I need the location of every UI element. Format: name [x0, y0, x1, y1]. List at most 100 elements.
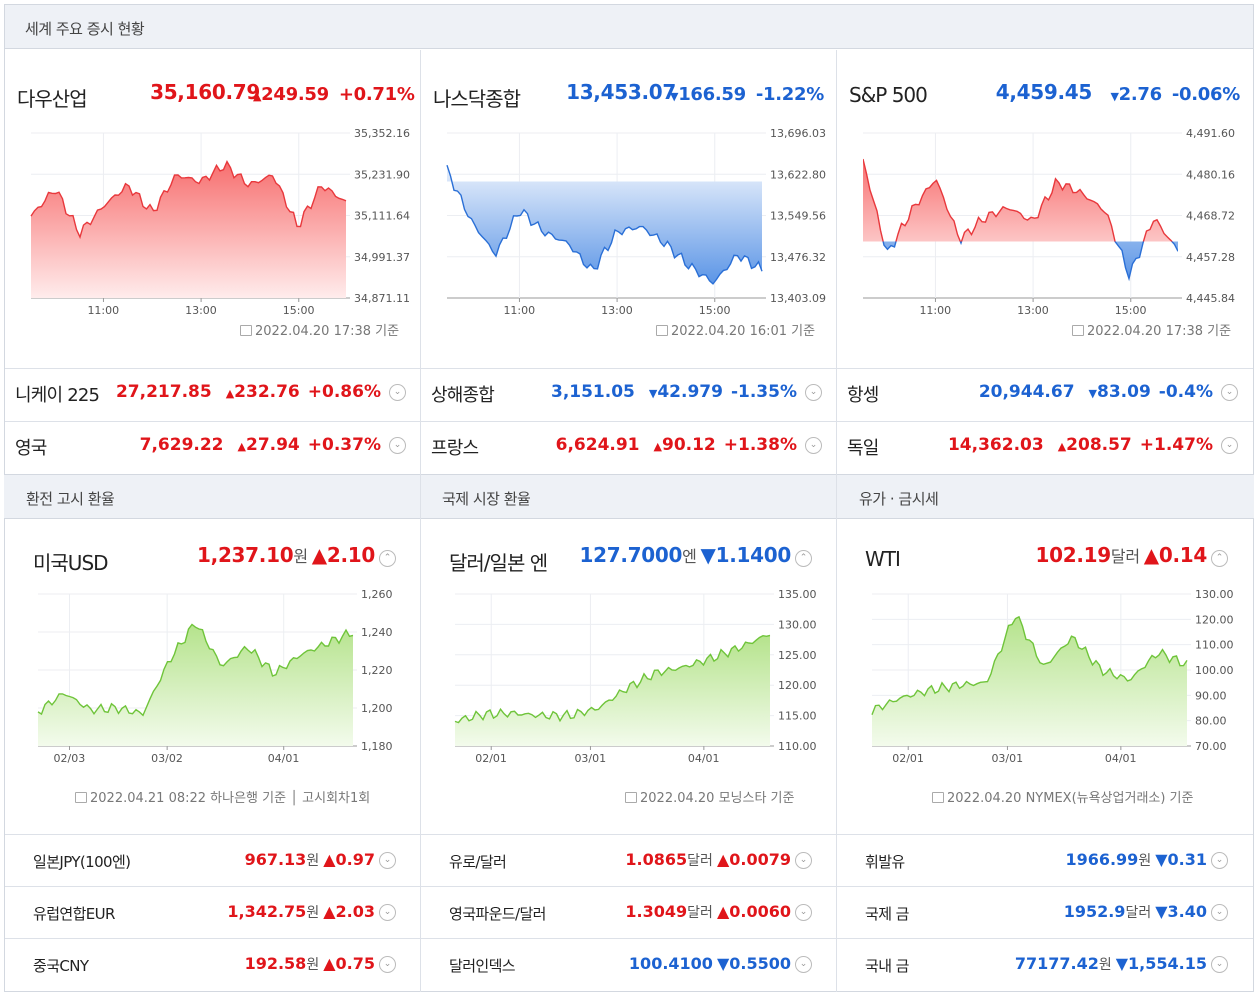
intl-section-title: 국제 시장 환율 — [442, 490, 531, 508]
stocks-section-header: 세계 주요 증시 현황 — [4, 4, 1254, 49]
fx-row-name[interactable]: 일본JPY(100엔) — [33, 853, 131, 871]
fx-row-name[interactable]: 중국CNY — [33, 957, 89, 975]
expand-chevron-icon[interactable]: ⌄ — [805, 384, 822, 401]
expand-chevron-icon[interactable]: ⌄ — [795, 904, 812, 921]
row-change: 42.979 — [657, 382, 723, 402]
x-tick-label: 13:00 — [185, 304, 217, 317]
x-tick-label: 02/03 — [54, 752, 86, 765]
y-tick-label: 80.00 — [1195, 715, 1227, 728]
fx-row-name[interactable]: 달러인덱스 — [449, 957, 516, 975]
y-tick-label: 13,403.09 — [770, 292, 826, 305]
fx-price-value: 102.19 — [1035, 543, 1112, 567]
fx-row-price: 1.0865 — [625, 850, 688, 869]
timestamp-text: 2022.04.20 17:38 기준 — [1087, 324, 1232, 339]
collapse-chevron-icon[interactable]: ⌃ — [1211, 550, 1228, 567]
triangle-up-icon: ▲ — [716, 850, 730, 869]
expand-chevron-icon[interactable]: ⌄ — [379, 852, 396, 869]
series-line — [446, 164, 763, 285]
timestamp-text: 2022.04.20 모닝스타 기준 — [640, 791, 795, 806]
expand-chevron-icon[interactable]: ⌄ — [379, 956, 396, 973]
area-fill — [31, 161, 346, 298]
series-line — [454, 634, 771, 724]
x-tick-label: 04/01 — [1105, 752, 1137, 765]
fx-change: 0.14 — [1158, 543, 1207, 567]
expand-chevron-icon[interactable]: ⌄ — [379, 904, 396, 921]
fx-row-unit: 달러 — [687, 905, 713, 921]
row-index-name[interactable]: 상해종합 — [431, 385, 495, 406]
fx-row-name[interactable]: 휘발유 — [865, 853, 905, 871]
fx-name[interactable]: 미국USD — [33, 551, 109, 575]
expand-chevron-icon[interactable]: ⌄ — [1221, 437, 1238, 454]
fx-name[interactable]: 달러/일본 엔 — [449, 551, 548, 575]
triangle-up-icon: ▲ — [323, 850, 336, 869]
expand-chevron-icon[interactable]: ⌄ — [389, 437, 406, 454]
fx-row-change: 2.03 — [335, 902, 375, 921]
row-index-name[interactable]: 영국 — [15, 438, 47, 459]
expand-chevron-icon[interactable]: ⌄ — [1211, 852, 1228, 869]
expand-chevron-icon[interactable]: ⌄ — [1211, 956, 1228, 973]
expand-chevron-icon[interactable]: ⌄ — [389, 384, 406, 401]
row-index-name[interactable]: 프랑스 — [431, 438, 479, 459]
calendar-icon — [656, 325, 668, 336]
triangle-up-icon: ▲ — [323, 954, 336, 973]
row-change: 208.57 — [1066, 435, 1132, 455]
x-tick-label: 11:00 — [919, 304, 951, 317]
fx-name[interactable]: WTI — [865, 547, 901, 571]
calendar-icon — [1072, 325, 1084, 336]
fx-row-change: 0.31 — [1167, 850, 1207, 869]
fx-row-change: 3.40 — [1167, 902, 1207, 921]
x-tick-label: 04/01 — [268, 752, 300, 765]
x-tick-label: 15:00 — [699, 304, 731, 317]
row-change: 90.12 — [661, 435, 716, 455]
row-price: 7,629.22 — [139, 435, 224, 455]
fx-row-name[interactable]: 유럽연합EUR — [33, 905, 115, 923]
expand-chevron-icon[interactable]: ⌄ — [805, 437, 822, 454]
fx-row-price: 77177.42 — [1014, 954, 1099, 973]
y-tick-label: 115.00 — [778, 710, 817, 723]
fx-price: 127.7000엔 ▼1.1400 — [561, 543, 791, 567]
index-name[interactable]: 다우산업 — [17, 87, 88, 111]
series-line-up — [863, 158, 1173, 242]
row-change: 232.76 — [234, 382, 300, 402]
expand-chevron-icon[interactable]: ⌄ — [795, 852, 812, 869]
y-tick-label: 13,622.80 — [770, 168, 826, 181]
timestamp: 2022.04.20 16:01 기준 — [656, 320, 815, 339]
index-price: 4,459.45 — [995, 80, 1093, 104]
row-index-name[interactable]: 독일 — [847, 438, 879, 459]
y-tick-label: 4,480.16 — [1186, 168, 1235, 181]
area-fill — [455, 635, 770, 746]
triangle-down-icon: ▼ — [1155, 850, 1168, 869]
index-name[interactable]: 나스닥종합 — [433, 87, 521, 111]
timestamp: 2022.04.21 08:22 하나은행 기준 │ 고시회차1회 — [75, 787, 370, 806]
change-percent: -1.22% — [755, 84, 824, 105]
row-price: 6,624.91 — [555, 435, 640, 455]
row-percent: +0.37% — [307, 435, 381, 455]
fx-row-values: 77177.42원 ▼1,554.15 — [957, 954, 1207, 974]
area-fill — [872, 616, 1187, 746]
expand-chevron-icon[interactable]: ⌄ — [1221, 384, 1238, 401]
fx-price-value: 1,237.10 — [197, 543, 294, 567]
index-name[interactable]: S&P 500 — [849, 83, 928, 107]
y-tick-label: 1,200 — [361, 702, 393, 715]
fx-row-name[interactable]: 유로/달러 — [449, 853, 507, 871]
y-tick-label: 4,491.60 — [1186, 127, 1235, 140]
collapse-chevron-icon[interactable]: ⌃ — [379, 550, 396, 567]
collapse-chevron-icon[interactable]: ⌃ — [795, 550, 812, 567]
fx-row-values: 1,342.75원 ▲2.03 — [125, 902, 375, 922]
row-index-name[interactable]: 니케이 225 — [15, 385, 100, 406]
calendar-icon — [625, 792, 637, 803]
fx-row-name[interactable]: 국제 금 — [865, 905, 909, 923]
y-tick-label: 1,220 — [361, 664, 393, 677]
row-divider — [5, 368, 1253, 369]
change-value: 249.59 — [261, 84, 329, 105]
fx-row-name[interactable]: 영국파운드/달러 — [449, 905, 546, 923]
y-tick-label: 90.00 — [1195, 689, 1227, 702]
row-index-name[interactable]: 항셍 — [847, 385, 879, 406]
expand-chevron-icon[interactable]: ⌄ — [1211, 904, 1228, 921]
fx-row-name[interactable]: 국내 금 — [865, 957, 909, 975]
x-tick-label: 13:00 — [601, 304, 633, 317]
change-value: 166.59 — [678, 84, 746, 105]
y-tick-label: 100.00 — [1195, 664, 1234, 677]
fx-row-values: 192.58원 ▲0.75 — [125, 954, 375, 974]
expand-chevron-icon[interactable]: ⌄ — [795, 956, 812, 973]
